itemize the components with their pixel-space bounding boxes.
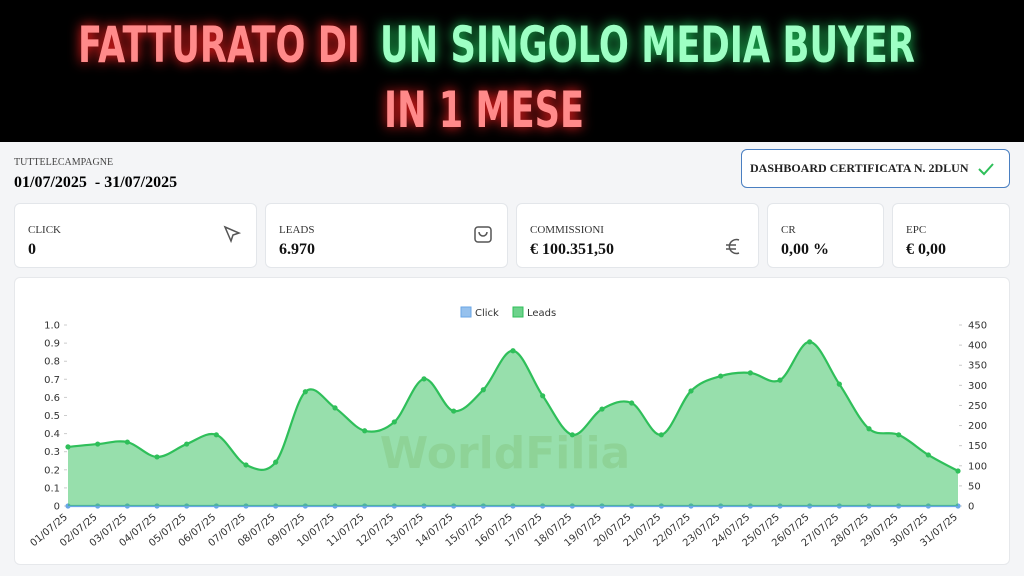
point: [273, 459, 279, 465]
y-tick-label: 0.7: [44, 375, 60, 386]
y-tick-label: 0.3: [44, 447, 60, 458]
y-tick-label: 0.1: [44, 483, 60, 494]
card-label: CLICK: [28, 224, 61, 236]
point: [332, 405, 338, 411]
point: [836, 381, 842, 387]
point: [866, 426, 872, 432]
y-tick-label: 450: [968, 321, 987, 332]
y-tick-label: 100: [968, 461, 987, 472]
check-icon: [977, 162, 994, 175]
y-tick-label: 150: [968, 441, 987, 452]
y-tick-label: 0.8: [44, 357, 60, 368]
card-value: € 0,00: [906, 241, 946, 258]
chart: WorldFilia 00.10.20.30.40.50.60.70.80.91…: [14, 277, 1010, 565]
point: [569, 432, 575, 438]
point: [213, 432, 219, 438]
y-tick-label: 0.5: [44, 411, 60, 422]
certified-badge[interactable]: DASHBOARD CERTIFICATA N. 2DLUN: [741, 149, 1010, 188]
y-tick-label: 250: [968, 401, 987, 412]
card: CLICK 0: [14, 203, 257, 268]
card-value: 0: [28, 241, 36, 258]
banner: FATTURATO DI UN SINGOLO MEDIA BUYER IN 1…: [0, 0, 1024, 142]
y-tick-label: 1.0: [44, 321, 60, 332]
point: [124, 439, 130, 445]
header-label: TUTTELECAMPAGNE: [14, 157, 114, 168]
point: [807, 339, 813, 345]
card: CR 0,00 %: [767, 203, 884, 268]
card-value: 6.970: [279, 241, 315, 258]
legend-swatch: [460, 306, 472, 318]
banner-text: UN SINGOLO MEDIA BUYER: [380, 16, 915, 74]
y-tick-label: 0.4: [44, 429, 60, 440]
card-label: EPC: [906, 224, 927, 236]
point: [629, 400, 635, 406]
point: [184, 441, 190, 447]
card: EPC € 0,00: [892, 203, 1010, 268]
card-label: LEADS: [279, 224, 315, 236]
point: [599, 406, 605, 412]
point: [955, 468, 961, 474]
point: [688, 388, 694, 394]
point: [480, 387, 486, 393]
bag-icon: [474, 226, 492, 243]
point: [510, 348, 516, 354]
point: [658, 432, 664, 438]
card-value: € 100.351,50: [530, 241, 614, 258]
card-value: 0,00 %: [781, 241, 829, 258]
y-tick-label: 0.9: [44, 339, 60, 350]
badge-text: DASHBOARD CERTIFICATA N. 2DLUN: [750, 161, 969, 175]
cursor-icon: [223, 225, 242, 244]
point: [362, 428, 368, 434]
y-tick-label: 0.2: [44, 465, 60, 476]
legend-swatch: [512, 306, 524, 318]
card: COMMISSIONI € 100.351,50: [516, 203, 759, 268]
area: [68, 341, 958, 506]
point: [896, 432, 902, 438]
card-label: CR: [781, 224, 796, 236]
point: [540, 393, 546, 399]
date-range: 01/07/2025 - 31/07/2025: [14, 174, 178, 191]
y-tick-label: 350: [968, 361, 987, 372]
y-tick-label: 0.6: [44, 393, 60, 404]
y-tick-label: 0: [968, 502, 974, 513]
legend-label: Click: [475, 308, 499, 319]
point: [391, 419, 397, 425]
point: [718, 373, 724, 379]
card: LEADS 6.970: [265, 203, 508, 268]
point: [95, 441, 101, 447]
y-tick-label: 300: [968, 381, 987, 392]
banner-text: IN 1 MESE: [384, 81, 584, 139]
y-tick-label: 0: [54, 502, 60, 513]
point: [451, 408, 457, 414]
legend-label: Leads: [527, 308, 556, 319]
point: [747, 370, 753, 376]
point: [925, 452, 931, 458]
banner-text: FATTURATO DI: [78, 16, 360, 74]
point: [65, 444, 71, 450]
card-label: COMMISSIONI: [530, 224, 604, 236]
point: [154, 454, 160, 460]
y-tick-label: 400: [968, 341, 987, 352]
euro-icon: [726, 238, 740, 255]
point: [777, 377, 783, 383]
point: [302, 389, 308, 395]
point: [243, 462, 249, 468]
point: [421, 376, 427, 382]
y-tick-label: 200: [968, 421, 987, 432]
y-tick-label: 50: [968, 481, 981, 492]
